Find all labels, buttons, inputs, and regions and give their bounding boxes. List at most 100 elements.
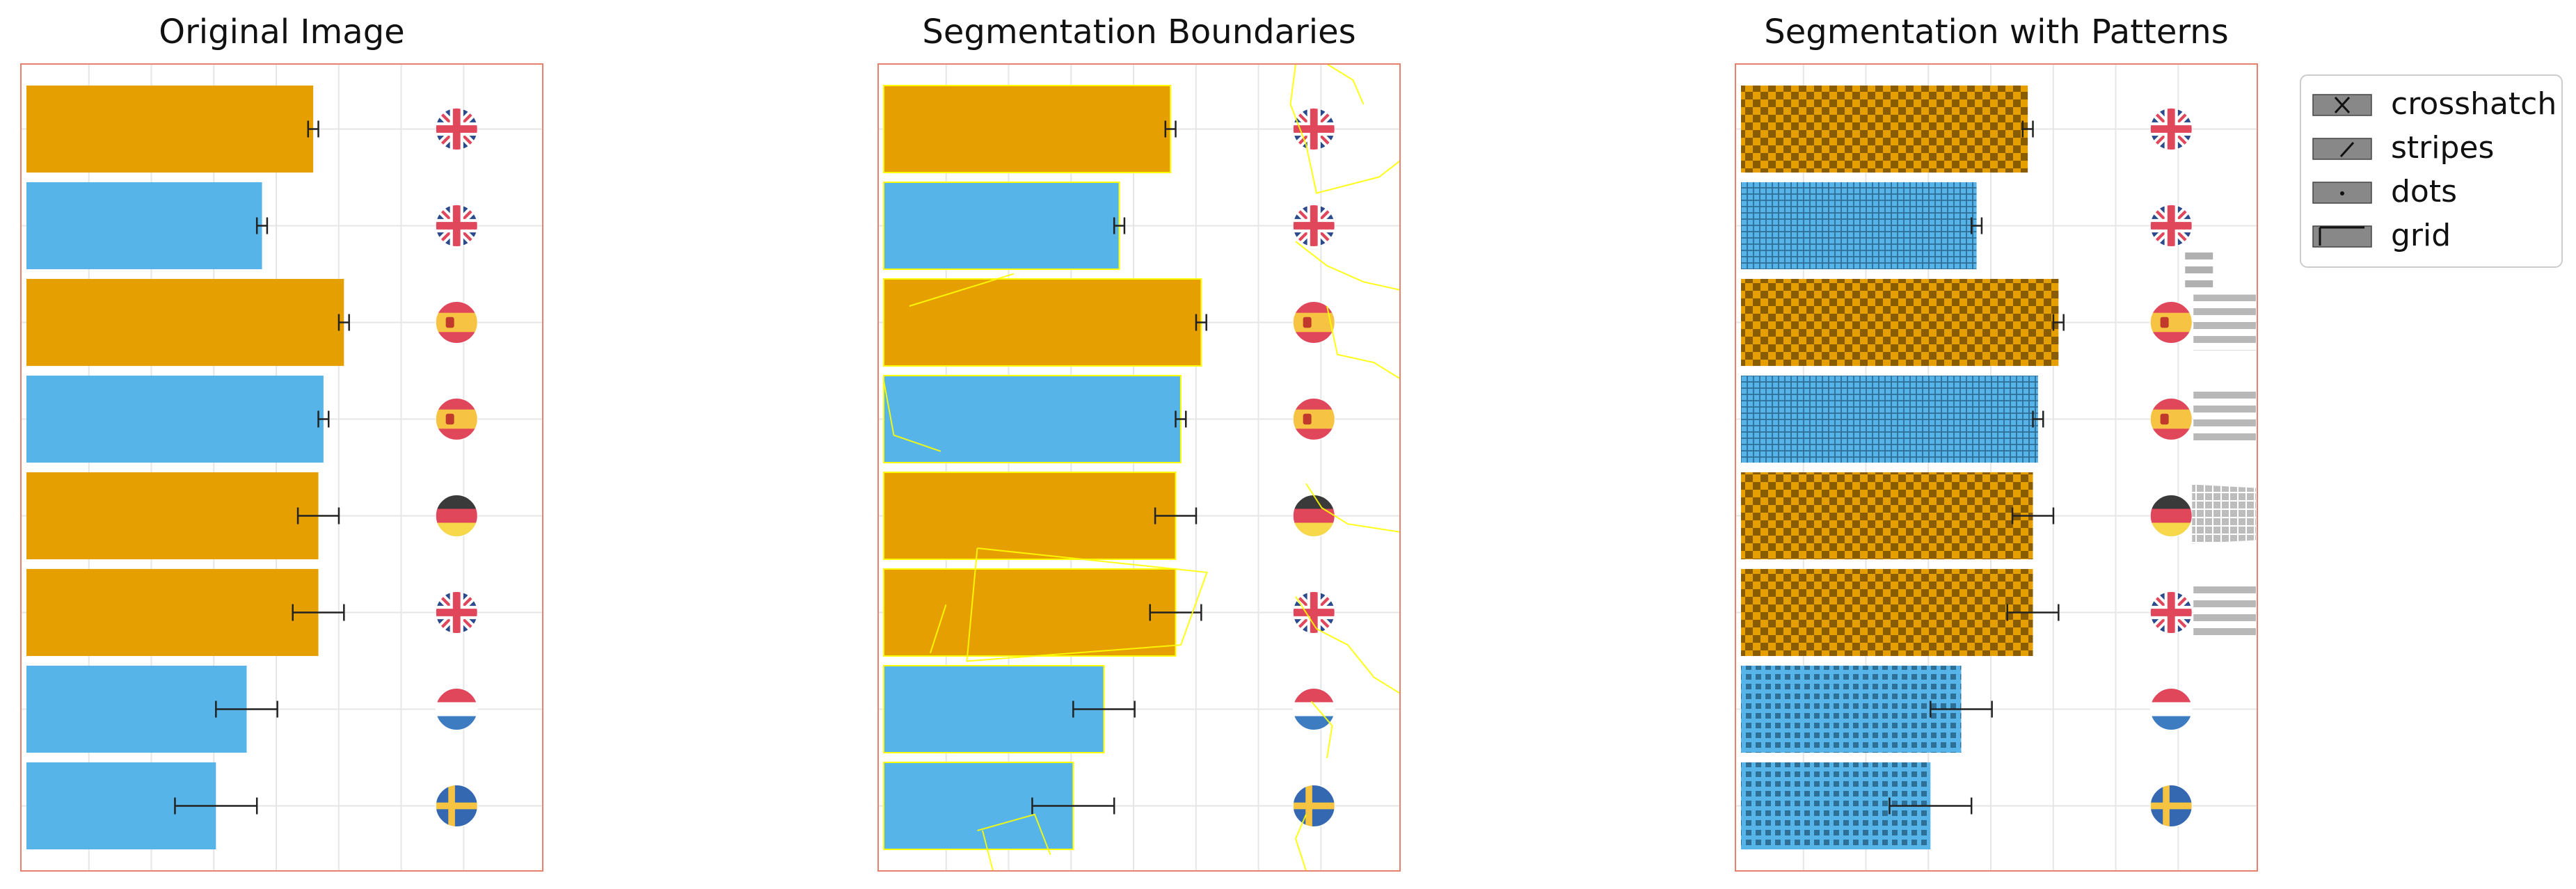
flag-outline (2149, 205, 2193, 247)
bar (1741, 472, 2033, 560)
flag-emblem (2160, 413, 2169, 425)
bar (26, 472, 319, 560)
flag-es-icon (436, 398, 478, 440)
flag-band (2150, 716, 2193, 730)
boundary-line (909, 273, 1015, 307)
bar (26, 568, 319, 657)
flag-band (2150, 522, 2193, 537)
boundary-line (1326, 63, 1365, 105)
flag-band (2150, 495, 2193, 510)
boundary-line (930, 604, 947, 654)
boundary-line (1295, 241, 1401, 291)
legend-cross-icon (2334, 96, 2351, 114)
flag-se-icon (436, 785, 478, 827)
flag-se-icon (2150, 785, 2193, 827)
chart-title: Segmentation with Patterns (1764, 13, 2228, 51)
flag-outline (435, 495, 478, 537)
flag-cross (2150, 802, 2193, 810)
bar (1741, 182, 1977, 270)
flag-cross-red (1293, 222, 1335, 230)
flag-band (436, 409, 478, 429)
flag-uk-icon (1293, 205, 1335, 247)
flag-band (1293, 495, 1335, 510)
flag-uk-icon (2150, 108, 2193, 150)
boundary-line (1294, 814, 1307, 872)
flag-se-icon (1293, 785, 1335, 827)
flag-band (1293, 522, 1335, 537)
flag-cross (436, 802, 478, 810)
flag-band (2150, 688, 2193, 703)
chart-title: Segmentation Boundaries (922, 13, 1355, 51)
segment-stripes-overlay (2193, 294, 2256, 351)
legend-label: crosshatch (2391, 86, 2557, 122)
boundary-line (1289, 63, 1401, 194)
flag-es-icon (2150, 301, 2193, 344)
flag-cross-red (2150, 609, 2193, 616)
flag-emblem (445, 413, 454, 425)
bar (1741, 568, 2033, 657)
flag-emblem (1303, 413, 1312, 425)
flag-uk-icon (436, 108, 478, 150)
segmentation-boundaries (882, 63, 1401, 872)
boundary-line (1295, 596, 1401, 694)
flag-band (1293, 508, 1335, 524)
flag-outline (435, 108, 478, 150)
flag-uk-icon (2150, 591, 2193, 634)
flag-nl-icon (2150, 688, 2193, 730)
flag-outline (1292, 398, 1335, 440)
legend-dot-icon (2340, 191, 2344, 195)
bar (1741, 375, 2038, 463)
flag-cross-red (2150, 222, 2193, 230)
bar (883, 471, 1177, 561)
flag-band (436, 702, 478, 717)
flag-cross-red (2150, 125, 2193, 133)
plot-frame (1735, 63, 2258, 872)
bar (26, 375, 324, 463)
bar (26, 182, 262, 270)
flag-uk-icon (2150, 205, 2193, 247)
flag-band (1293, 312, 1335, 333)
flag-cross-red (1293, 125, 1335, 133)
flag-band (436, 495, 478, 510)
flag-outline (435, 591, 478, 634)
boundary-line (1310, 700, 1333, 758)
flag-es-icon (1293, 398, 1335, 440)
flag-outline (2149, 301, 2193, 344)
flag-outline (1292, 591, 1335, 634)
flag-cross-red (436, 609, 478, 616)
chart-panel-2: Segmentation Boundaries (877, 13, 1401, 872)
legend-frame (2300, 74, 2563, 268)
bar (1741, 665, 1962, 753)
flag-outline (2149, 108, 2193, 150)
bar (883, 374, 1182, 464)
flag-emblem (1303, 317, 1312, 328)
flag-outline (1292, 301, 1335, 344)
flag-de-icon (2150, 495, 2193, 537)
bar (26, 278, 344, 367)
legend-swatch-crosshatch (2312, 94, 2372, 116)
flag-outline (435, 398, 478, 440)
flag-es-icon (436, 301, 478, 344)
flag-outline (435, 688, 478, 730)
legend: crosshatch stripes dots grid (2300, 74, 2563, 268)
chart-panel-3: Segmentation with Patterns (1735, 13, 2258, 872)
bar (883, 278, 1202, 367)
flag-outline (435, 301, 478, 344)
flag-band (2150, 508, 2193, 524)
flag-band (1293, 688, 1335, 703)
bar (26, 85, 314, 173)
bar (883, 664, 1105, 754)
flag-emblem (2160, 317, 2169, 328)
segment-stripes-overlay (2185, 246, 2213, 289)
bar (883, 181, 1120, 271)
flag-outline (2149, 688, 2193, 730)
segment-stripes-overlay (2193, 391, 2256, 447)
flag-de-icon (436, 495, 478, 537)
chart-title: Original Image (159, 13, 404, 51)
flag-band (2150, 312, 2193, 333)
boundary-line (1326, 305, 1401, 380)
flag-cross-red (1293, 609, 1335, 616)
flag-outline (1292, 688, 1335, 730)
flag-cross (1293, 802, 1335, 810)
